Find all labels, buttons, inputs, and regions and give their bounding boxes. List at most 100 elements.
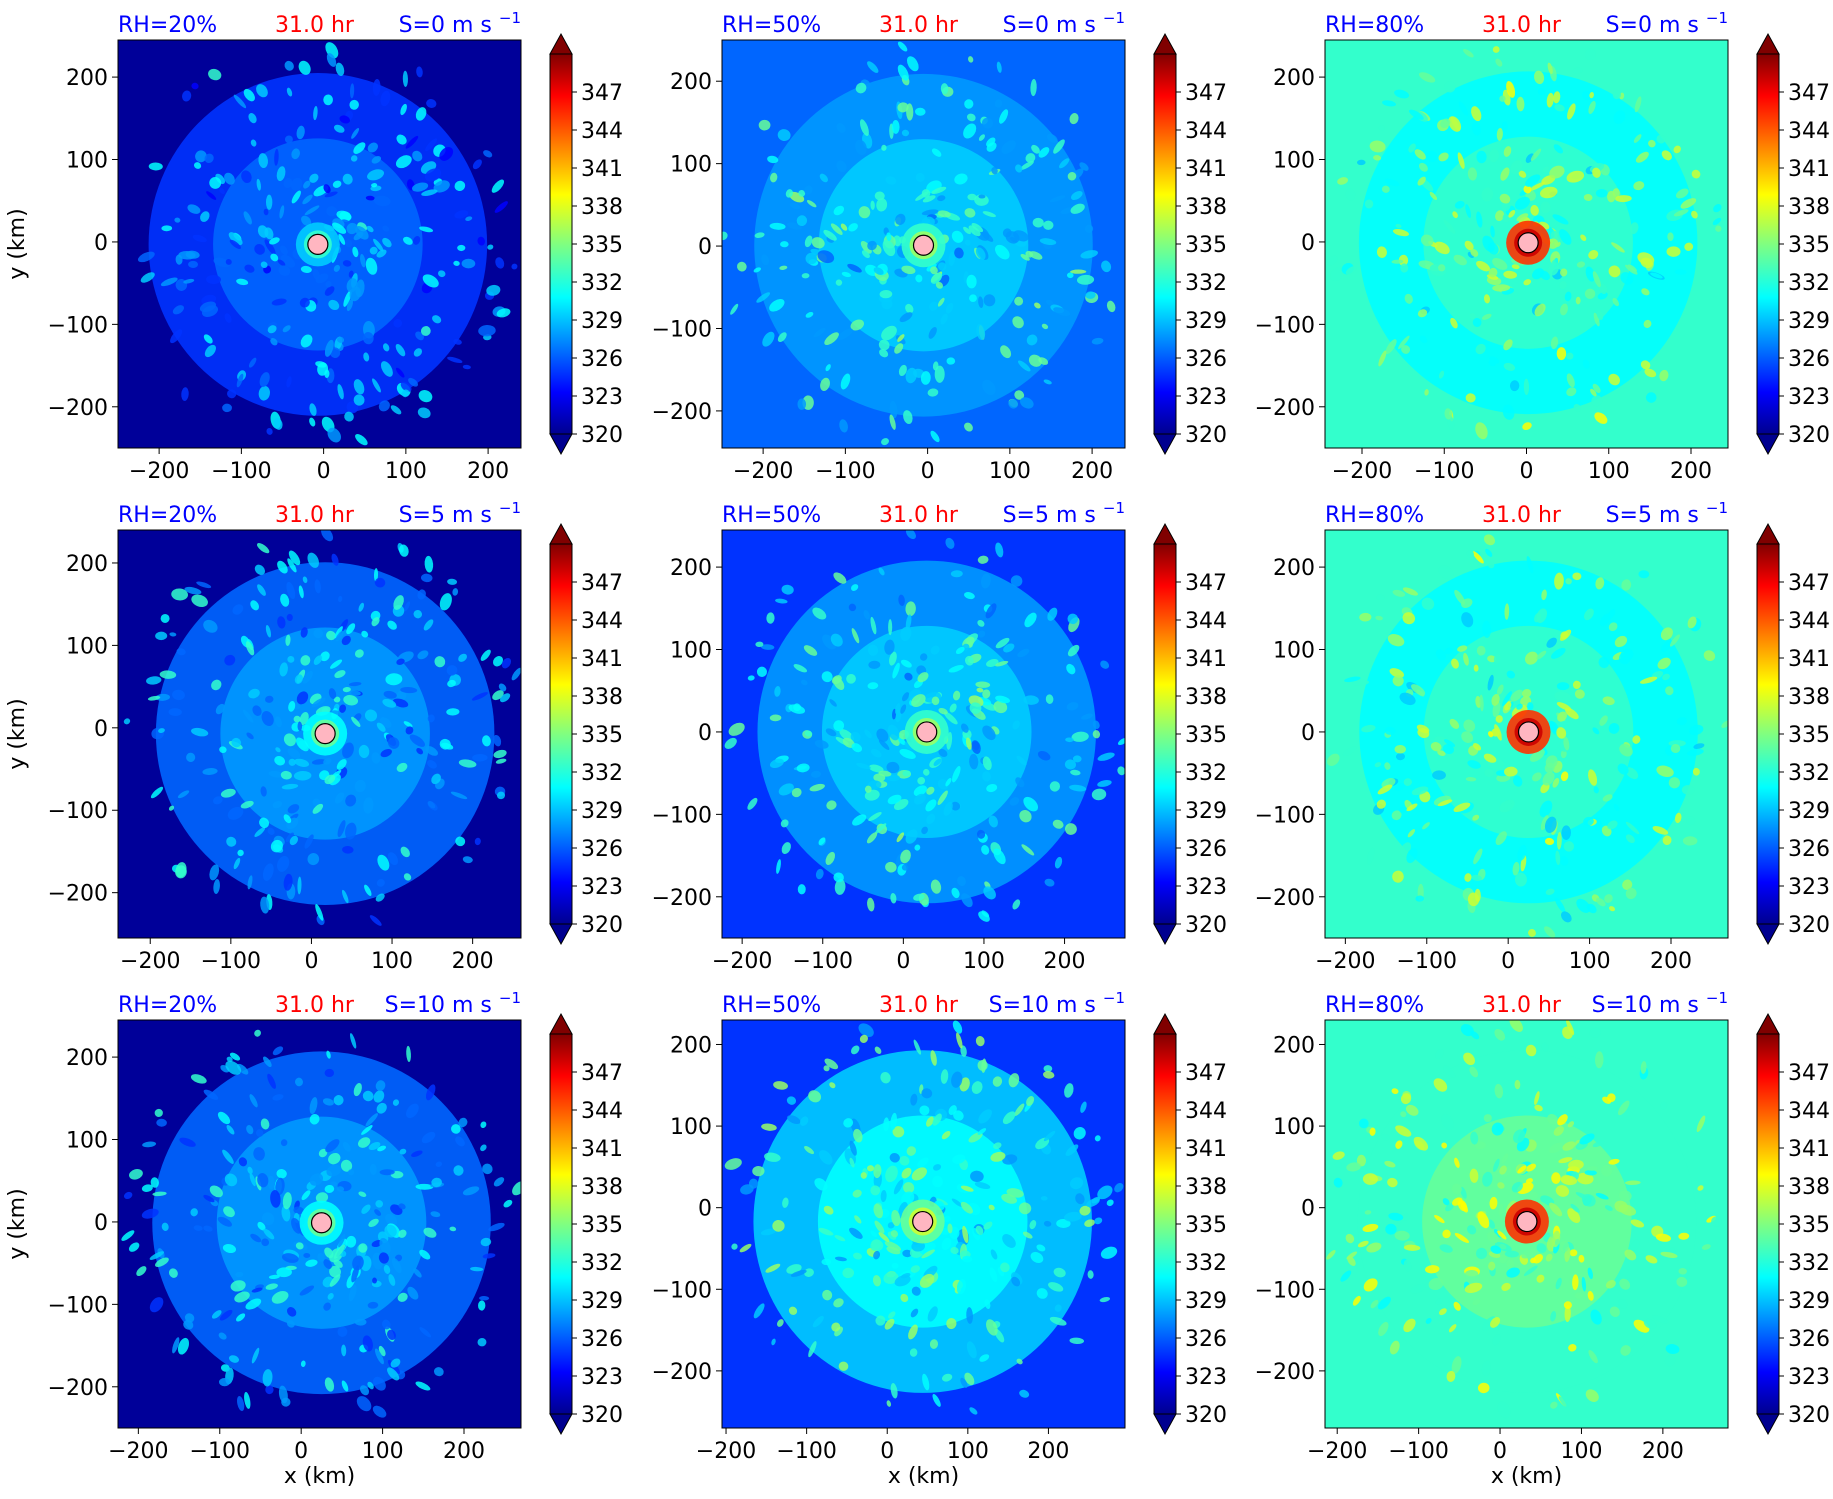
field-cell <box>785 189 793 198</box>
field-cell <box>1452 211 1458 219</box>
field-cell <box>923 768 930 776</box>
colorbar-tick-label: 323 <box>1788 385 1830 410</box>
colorbar-extend-max <box>549 1012 573 1035</box>
field-cell <box>826 800 837 810</box>
field-cell <box>753 1303 765 1319</box>
field-cell <box>1441 1142 1448 1149</box>
field-cell <box>219 746 227 754</box>
field-cell <box>1029 386 1044 398</box>
panel: RH=80% 31.0 hr S=0 m s −1−200 −100 0 100 20020… <box>1255 9 1830 484</box>
field-cell <box>285 634 291 646</box>
field-cell <box>1536 1274 1545 1283</box>
field-cell <box>1568 1159 1584 1171</box>
field-cell <box>304 834 314 849</box>
x-tick-label: −100 <box>793 949 853 974</box>
field-cell <box>851 584 859 591</box>
field-cell <box>405 1103 419 1119</box>
field-cell <box>425 1084 436 1101</box>
field-cell <box>286 1307 297 1317</box>
field-cell <box>1501 1282 1511 1291</box>
field-cell <box>275 747 281 753</box>
x-tick-label: −200 <box>1315 949 1375 974</box>
field-cell <box>722 231 728 241</box>
field-cell <box>274 148 279 166</box>
field-cell <box>1553 144 1563 154</box>
field-cell <box>790 1269 807 1277</box>
field-cell <box>498 683 507 692</box>
field-cell <box>1069 113 1079 125</box>
field-cell <box>342 742 354 759</box>
plot-frame <box>721 529 1126 939</box>
field-cell <box>1615 195 1632 203</box>
field-cell <box>1503 339 1513 351</box>
field-cell <box>1620 1345 1631 1356</box>
field-cell <box>834 879 846 895</box>
field-cell <box>1382 100 1397 107</box>
field-cell <box>293 770 312 781</box>
field-cell <box>899 312 913 323</box>
field-cell <box>1611 242 1625 253</box>
field-cell <box>243 709 254 723</box>
field-cell <box>776 859 781 874</box>
field-cell <box>779 265 788 270</box>
field-cell <box>299 1285 315 1296</box>
field-cell <box>1402 587 1418 596</box>
colorbar-tick-label: 341 <box>1788 157 1830 182</box>
field-cell <box>868 660 881 669</box>
field-cell <box>975 1225 984 1235</box>
field-cell <box>1604 894 1613 903</box>
field-cell <box>976 687 984 693</box>
field-cell <box>387 620 397 630</box>
field-cell <box>1501 201 1511 212</box>
field-cell <box>855 139 867 156</box>
colorbar-tick-label: 326 <box>581 837 623 862</box>
field-cell <box>1441 1114 1454 1131</box>
field-cell <box>847 263 862 273</box>
field-cell <box>945 302 954 314</box>
field-cell <box>1085 291 1096 299</box>
field-cell <box>1053 139 1065 154</box>
field-cell <box>913 893 925 901</box>
plot-frame <box>721 1019 1126 1429</box>
field-cell <box>199 301 217 313</box>
field-cell <box>1378 1321 1389 1337</box>
field-cell <box>417 589 426 600</box>
field-cell <box>1544 926 1556 938</box>
field-cell <box>375 1080 386 1091</box>
field-cell <box>1054 856 1063 869</box>
field-cell <box>1499 193 1511 204</box>
field-cell <box>374 1348 384 1365</box>
field-cell <box>1492 258 1508 270</box>
field-cell <box>257 225 269 238</box>
field-cell <box>324 774 336 785</box>
field-cell <box>1540 201 1551 214</box>
field-cell <box>215 703 225 715</box>
field-cell <box>903 410 913 425</box>
y-tick-label: 0 <box>1301 721 1315 746</box>
field-cell <box>1504 701 1512 711</box>
x-tick-label: 100 <box>963 949 1005 974</box>
field-cell <box>1106 300 1116 313</box>
colorbar-tick-label: 344 <box>581 609 623 634</box>
field-cell <box>1554 691 1571 703</box>
field-cell <box>937 195 946 202</box>
field-cell <box>420 326 431 336</box>
field-cell <box>347 690 361 696</box>
field-cell <box>804 1146 814 1155</box>
field-cell <box>1504 800 1513 810</box>
field-cell <box>1676 717 1688 726</box>
field-cell <box>1036 1288 1048 1299</box>
storm-center-marker <box>912 1210 934 1233</box>
field-cell <box>1405 1104 1419 1116</box>
field-cell <box>1491 728 1500 737</box>
field-cell <box>771 1338 776 1346</box>
field-cell <box>287 656 295 663</box>
field-cell <box>974 1181 991 1190</box>
field-cell <box>1665 1344 1680 1355</box>
field-cell <box>228 232 243 246</box>
field-cell <box>1608 722 1620 734</box>
field-cell <box>246 1125 254 1135</box>
field-cell <box>1472 814 1480 821</box>
field-cell <box>1608 373 1620 386</box>
field-cell <box>1528 1191 1538 1200</box>
